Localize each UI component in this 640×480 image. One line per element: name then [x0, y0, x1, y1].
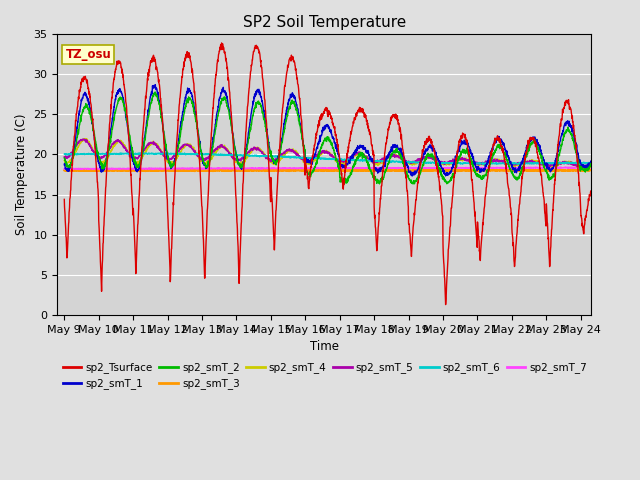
Legend: sp2_Tsurface, sp2_smT_1, sp2_smT_2, sp2_smT_3, sp2_smT_4, sp2_smT_5, sp2_smT_6, : sp2_Tsurface, sp2_smT_1, sp2_smT_2, sp2_…	[63, 362, 588, 389]
X-axis label: Time: Time	[310, 340, 339, 353]
Title: SP2 Soil Temperature: SP2 Soil Temperature	[243, 15, 406, 30]
Y-axis label: Soil Temperature (C): Soil Temperature (C)	[15, 114, 28, 235]
Text: TZ_osu: TZ_osu	[65, 48, 111, 61]
